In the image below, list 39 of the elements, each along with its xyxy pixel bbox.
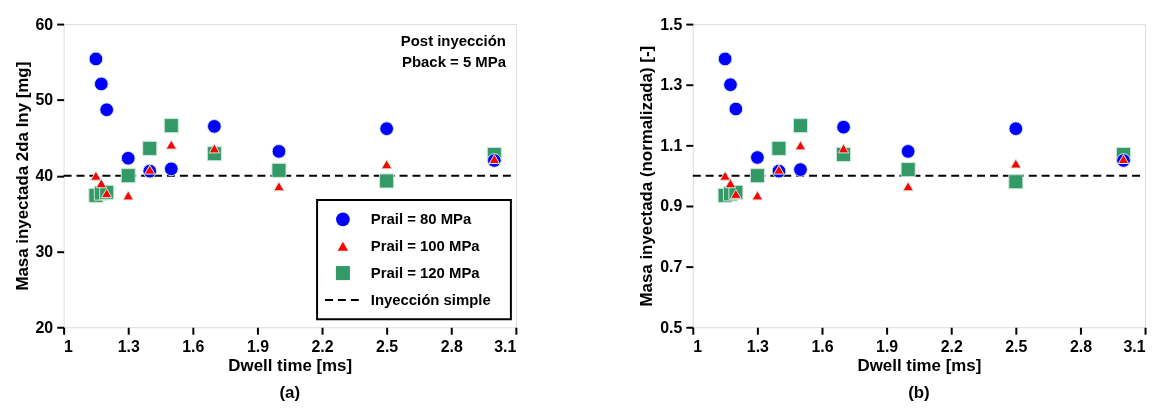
x-tick-label: 1.3 [117,337,140,355]
x-tick-label: 1.9 [876,337,899,355]
legend-label: Prail = 80 MPa [370,211,473,228]
annotation: Post inyección [400,32,506,49]
y-tick-label: 60 [35,15,54,33]
y-tick-label: 20 [35,318,54,336]
x-axis-title: Dwell time [ms] [228,356,353,376]
x-tick-label: 1 [64,337,74,355]
x-tick-label: 2.2 [940,337,963,355]
x-tick-label: 1 [693,337,703,355]
y-tick-label: 1.1 [660,136,683,154]
x-tick-label: 3.1 [1123,337,1146,355]
x-tick-label: 1.6 [182,337,205,355]
y-axis-title: Masa inyectada 2da Iny [mg] [12,61,32,291]
y-tick-label: 30 [35,242,54,260]
x-tick-label: 2.5 [1005,337,1028,355]
x-tick-label: 3.1 [494,337,517,355]
x-axis-title: Dwell time [ms] [857,356,982,376]
y-tick-label: 0.5 [660,318,683,336]
y-tick-label: 0.9 [660,197,683,215]
y-tick-label: 40 [35,167,54,185]
y-axis-title: Masa inyectada (normalizada) [-] [637,45,657,307]
legend-label: Prail = 120 MPa [370,265,481,282]
legend-label: Prail = 100 MPa [370,238,481,255]
x-tick-label: 2.8 [1069,337,1093,355]
y-tick-label: 50 [35,91,54,109]
y-tick-label: 0.7 [660,258,683,276]
text: (a) [279,382,301,402]
x-tick-label: 2.8 [440,337,463,355]
annotation: Pback = 5 MPa [402,53,507,70]
y-tick-label: 1.3 [660,76,683,94]
x-tick-label: 2.5 [376,337,399,355]
text: (b) [908,382,930,402]
legend-label: Inyección simple [370,291,491,308]
x-tick-label: 2.2 [311,337,334,355]
x-tick-label: 1.3 [746,337,770,355]
x-tick-label: 1.9 [246,337,270,355]
y-tick-label: 1.5 [660,15,683,33]
x-tick-label: 1.6 [811,337,834,355]
